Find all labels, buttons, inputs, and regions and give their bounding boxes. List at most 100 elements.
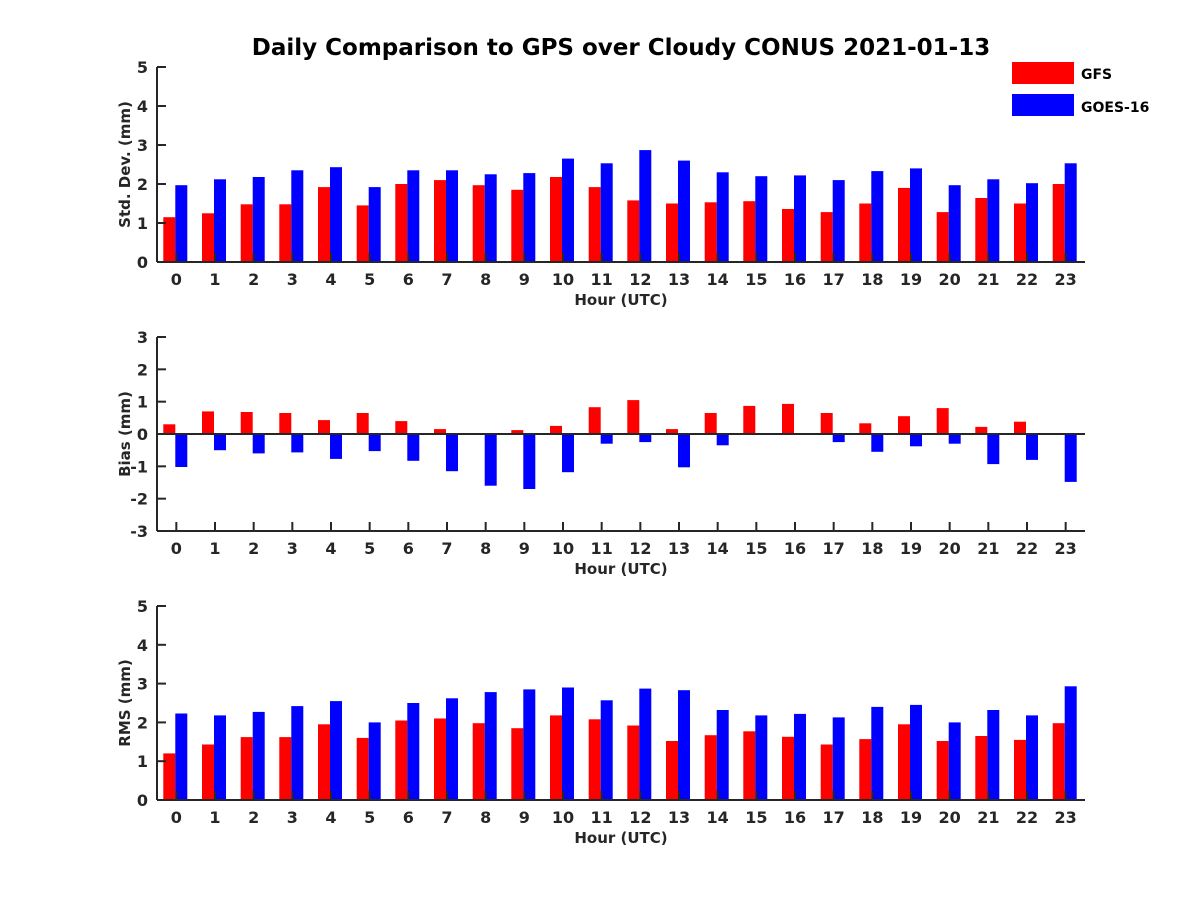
x-tick-label: 8	[480, 270, 491, 289]
bar-goes16-hour-19	[910, 168, 922, 262]
y-tick-label: 0	[137, 425, 148, 444]
y-tick-label: 2	[137, 713, 148, 732]
bar-gfs-hour-7	[434, 180, 446, 262]
bar-gfs-hour-3	[279, 413, 292, 434]
y-tick-label: 5	[137, 58, 148, 77]
y-axis-label: Std. Dev. (mm)	[116, 101, 134, 228]
bar-goes16-hour-9	[523, 173, 536, 262]
x-tick-label: 11	[591, 539, 613, 558]
x-tick-label: 9	[519, 270, 530, 289]
bar-goes16-hour-4	[330, 701, 342, 800]
bar-gfs-hour-11	[588, 407, 601, 434]
bar-goes16-hour-8	[484, 692, 497, 800]
bar-gfs-hour-2	[240, 204, 253, 262]
x-tick-label: 0	[171, 539, 182, 558]
bar-goes16-hour-18	[871, 171, 884, 262]
bar-goes16-hour-20	[948, 185, 961, 262]
x-tick-label: 18	[861, 808, 883, 827]
x-tick-label: 22	[1016, 808, 1038, 827]
bar-goes16-hour-11	[600, 700, 613, 800]
bar-gfs-hour-17	[820, 212, 833, 262]
bar-gfs-hour-13	[666, 429, 678, 434]
bar-goes16-hour-10	[562, 158, 574, 262]
x-tick-label: 22	[1016, 539, 1038, 558]
x-tick-label: 7	[441, 539, 452, 558]
bar-goes16-hour-14	[716, 172, 729, 262]
bar-goes16-hour-14	[716, 434, 729, 446]
x-tick-label: 9	[519, 808, 530, 827]
bar-gfs-hour-9	[511, 189, 524, 262]
legend-swatch-goes16	[1012, 94, 1074, 116]
bar-gfs-hour-19	[898, 724, 910, 800]
y-tick-label: 3	[137, 675, 148, 694]
bar-goes16-hour-17	[832, 717, 845, 800]
bar-goes16-hour-5	[368, 187, 381, 262]
x-tick-label: 7	[441, 270, 452, 289]
x-tick-label: 13	[668, 539, 690, 558]
y-axis-label: Bias (mm)	[116, 391, 134, 477]
x-tick-label: 8	[480, 808, 491, 827]
bar-goes16-hour-21	[987, 434, 1000, 465]
bar-goes16-hour-9	[523, 689, 536, 800]
x-tick-label: 17	[823, 808, 845, 827]
bar-gfs-hour-2	[240, 737, 253, 800]
bar-goes16-hour-17	[832, 434, 845, 443]
bar-goes16-hour-23	[1064, 434, 1077, 482]
bar-goes16-hour-3	[291, 706, 304, 800]
x-tick-label: 21	[977, 808, 999, 827]
bar-gfs-hour-12	[627, 725, 640, 800]
y-tick-label: 1	[137, 752, 148, 771]
bar-gfs-hour-14	[704, 202, 717, 262]
bar-goes16-hour-20	[948, 722, 961, 800]
bar-gfs-hour-19	[898, 416, 910, 434]
bar-goes16-hour-21	[987, 710, 1000, 800]
bar-goes16-hour-3	[291, 170, 304, 262]
bar-gfs-hour-10	[550, 715, 562, 800]
bar-gfs-hour-6	[395, 421, 408, 434]
bar-gfs-hour-17	[820, 744, 833, 800]
x-tick-label: 3	[287, 539, 298, 558]
x-tick-label: 5	[364, 270, 375, 289]
bar-gfs-hour-4	[318, 724, 330, 800]
bar-gfs-hour-14	[704, 413, 717, 434]
bar-gfs-hour-7	[434, 429, 446, 434]
bar-gfs-hour-18	[859, 423, 872, 434]
bar-gfs-hour-7	[434, 718, 446, 800]
bar-gfs-hour-20	[936, 212, 949, 262]
bar-gfs-hour-20	[936, 741, 949, 800]
bar-goes16-hour-12	[639, 434, 652, 443]
x-tick-label: 4	[325, 270, 336, 289]
bar-gfs-hour-18	[859, 739, 872, 800]
bar-goes16-hour-13	[678, 434, 690, 468]
x-tick-label: 16	[784, 270, 806, 289]
x-tick-label: 0	[171, 808, 182, 827]
x-tick-label: 13	[668, 808, 690, 827]
bar-goes16-hour-10	[562, 434, 574, 473]
bar-goes16-hour-3	[291, 434, 304, 453]
bar-gfs-hour-3	[279, 204, 292, 262]
x-tick-label: 5	[364, 808, 375, 827]
bar-gfs-hour-10	[550, 177, 562, 262]
bar-goes16-hour-16	[794, 175, 806, 262]
legend-label-gfs: GFS	[1081, 67, 1112, 83]
x-tick-label: 22	[1016, 270, 1038, 289]
bar-gfs-hour-15	[743, 731, 756, 800]
y-tick-label: 0	[137, 253, 148, 272]
y-tick-label: 3	[137, 136, 148, 155]
x-tick-label: 12	[629, 539, 651, 558]
bar-gfs-hour-4	[318, 420, 330, 434]
x-tick-label: 6	[403, 539, 414, 558]
bar-goes16-hour-18	[871, 706, 884, 800]
bar-gfs-hour-13	[666, 741, 678, 800]
bar-goes16-hour-1	[214, 434, 226, 451]
y-tick-label: 4	[137, 97, 148, 116]
bar-gfs-hour-2	[240, 412, 253, 434]
x-tick-label: 15	[745, 539, 767, 558]
x-axis-label: Hour (UTC)	[574, 829, 667, 847]
bar-gfs-hour-1	[202, 411, 214, 434]
x-tick-label: 2	[248, 270, 259, 289]
x-tick-label: 12	[629, 270, 651, 289]
bar-gfs-hour-5	[356, 413, 369, 434]
